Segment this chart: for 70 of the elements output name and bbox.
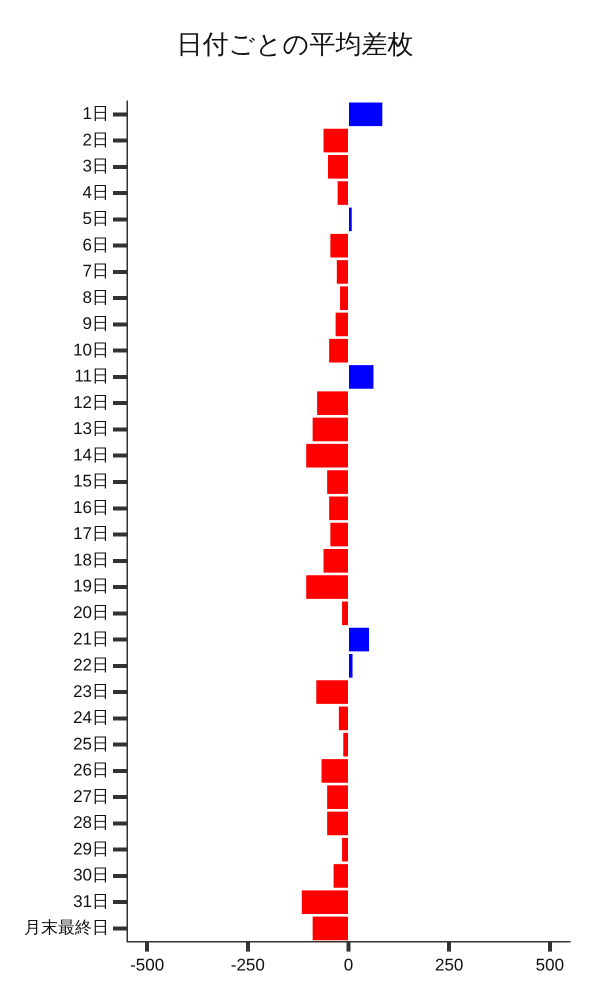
x-tick-label: -500	[130, 955, 164, 974]
bar	[338, 181, 348, 205]
y-tick-label: 2日	[82, 130, 109, 150]
y-tick-label: 3日	[82, 156, 109, 176]
y-tick-label: 27日	[73, 786, 109, 806]
bar	[349, 654, 353, 678]
y-tick-label: 16日	[73, 498, 109, 517]
bar	[329, 496, 348, 520]
bar	[317, 391, 348, 416]
bar	[343, 732, 348, 756]
x-tick-label: 0	[344, 955, 354, 974]
y-tick-label: 28日	[73, 813, 109, 832]
x-tick-label: 250	[434, 955, 464, 974]
bar	[306, 444, 348, 468]
bar	[336, 260, 348, 284]
bar	[324, 128, 348, 152]
bar	[327, 785, 348, 809]
y-tick-label: 4日	[82, 182, 109, 202]
chart-title: 日付ごとの平均差枚	[176, 28, 414, 59]
bar	[327, 812, 348, 836]
y-tick-label: 22日	[73, 656, 109, 675]
y-tick-label: 12日	[73, 392, 109, 412]
bar	[334, 864, 348, 888]
bar	[336, 312, 348, 336]
bar	[312, 418, 348, 442]
y-tick-label: 29日	[73, 839, 109, 858]
bar	[306, 575, 348, 599]
y-tick-label: 17日	[73, 524, 109, 544]
y-tick-label: 18日	[73, 550, 109, 570]
bar	[349, 208, 352, 232]
y-tick-label: 9日	[82, 314, 109, 334]
bar	[342, 602, 348, 626]
y-tick-label: 8日	[82, 288, 109, 307]
bar	[349, 628, 370, 652]
y-tick-label: 6日	[82, 235, 109, 254]
bar	[340, 286, 348, 310]
bar	[316, 680, 348, 704]
y-tick-label: 31日	[73, 892, 109, 911]
y-tick-label: 15日	[73, 472, 109, 491]
bar	[329, 338, 348, 363]
y-tick-label: 7日	[82, 262, 109, 281]
bar	[302, 890, 348, 914]
bar	[328, 155, 348, 179]
y-tick-label: 1日	[82, 104, 109, 124]
x-tick-label: -250	[230, 955, 265, 974]
y-tick-label: 30日	[73, 866, 109, 885]
y-tick-label: 10日	[73, 340, 109, 360]
bar	[312, 916, 348, 940]
y-tick-label: 20日	[73, 603, 109, 622]
y-tick-label: 13日	[73, 419, 109, 438]
y-tick-label: 11日	[74, 366, 109, 386]
y-tick-label: 21日	[73, 629, 109, 648]
x-tick-label: 500	[536, 955, 564, 974]
bar	[342, 838, 348, 862]
y-tick-label: 24日	[73, 708, 109, 728]
y-tick-label: 23日	[73, 682, 109, 701]
y-tick-label: 26日	[73, 760, 109, 780]
y-tick-label: 5日	[82, 209, 109, 228]
y-tick-label: 月末最終日	[24, 918, 109, 938]
bar	[330, 522, 348, 546]
y-tick-label: 19日	[73, 576, 109, 596]
y-tick-label: 25日	[73, 734, 109, 754]
bar	[322, 759, 348, 783]
bar	[327, 470, 348, 494]
bar	[349, 365, 374, 389]
bar	[338, 706, 348, 730]
y-tick-label: 14日	[73, 445, 109, 464]
bar	[324, 548, 348, 573]
bar	[330, 234, 348, 258]
bar	[349, 102, 382, 126]
